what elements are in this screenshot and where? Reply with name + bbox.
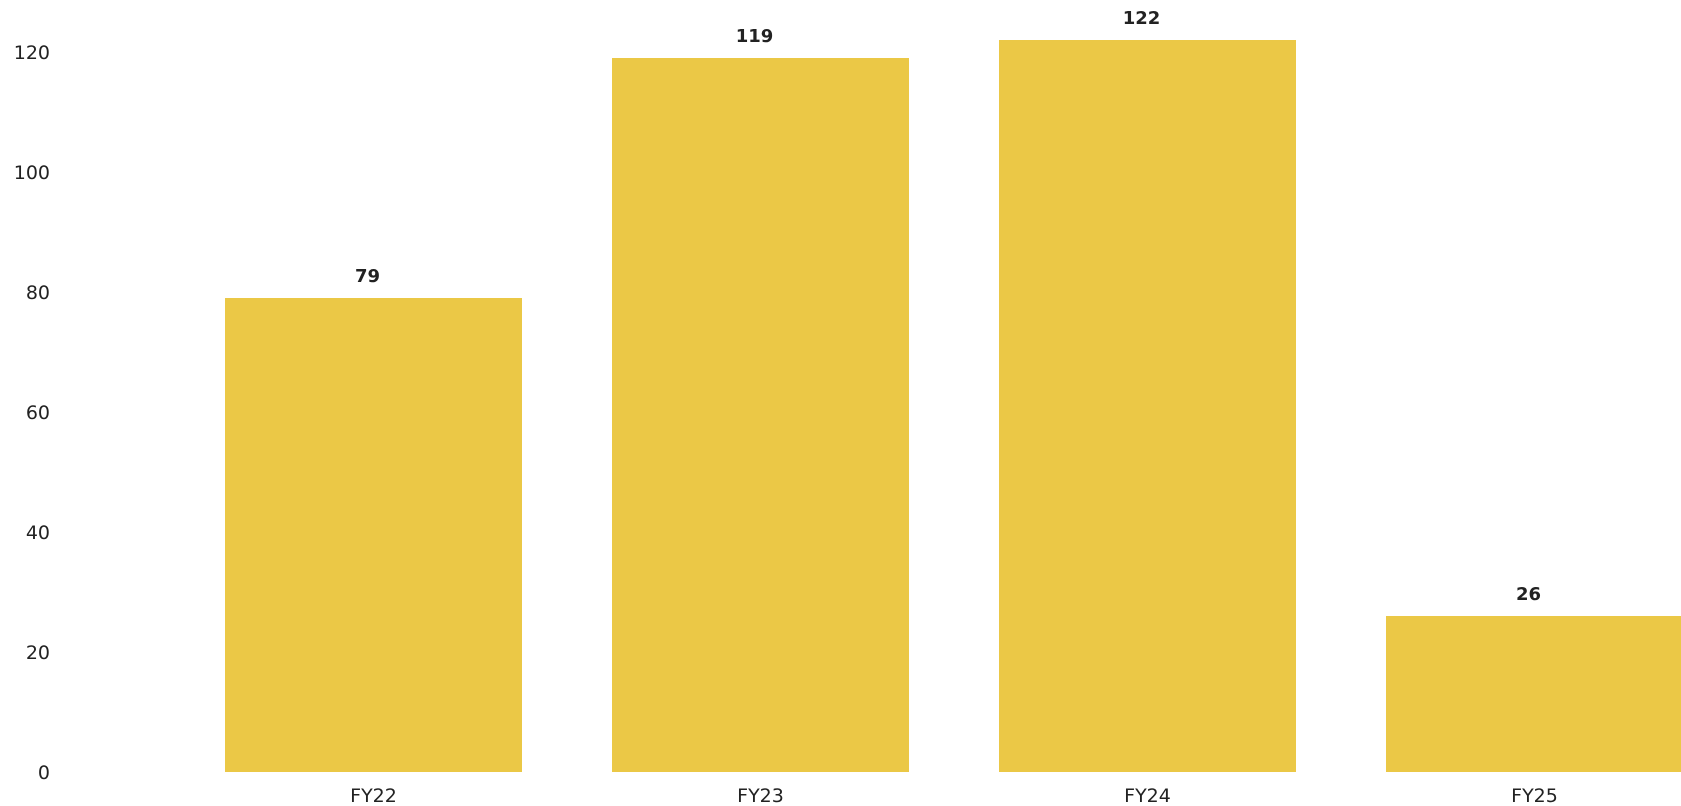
bar-fy22 xyxy=(225,298,522,772)
bar-fy23 xyxy=(612,58,909,772)
y-tick-label: 80 xyxy=(26,282,50,304)
y-axis: 0 20 40 60 80 100 120 xyxy=(14,42,50,784)
y-tick-label: 60 xyxy=(26,402,50,424)
y-tick-label: 120 xyxy=(14,42,50,64)
data-label-fy22: 79 xyxy=(355,266,380,287)
data-label-fy23: 119 xyxy=(736,26,774,47)
x-axis: FY22 FY23 FY24 FY25 xyxy=(350,785,1558,806)
y-tick-label: 0 xyxy=(38,762,50,784)
x-tick-label-fy23: FY23 xyxy=(737,785,784,806)
x-tick-label-fy25: FY25 xyxy=(1511,785,1558,806)
y-tick-label: 20 xyxy=(26,642,50,664)
data-label-fy24: 122 xyxy=(1123,8,1161,29)
bar-fy24 xyxy=(999,40,1296,772)
y-tick-label: 40 xyxy=(26,522,50,544)
bar-fy25 xyxy=(1386,616,1681,772)
y-tick-label: 100 xyxy=(14,162,50,184)
x-tick-label-fy24: FY24 xyxy=(1124,785,1171,806)
data-label-fy25: 26 xyxy=(1516,584,1541,605)
x-tick-label-fy22: FY22 xyxy=(350,785,397,806)
data-labels: 79 119 122 26 xyxy=(355,8,1541,605)
bars xyxy=(225,40,1681,772)
